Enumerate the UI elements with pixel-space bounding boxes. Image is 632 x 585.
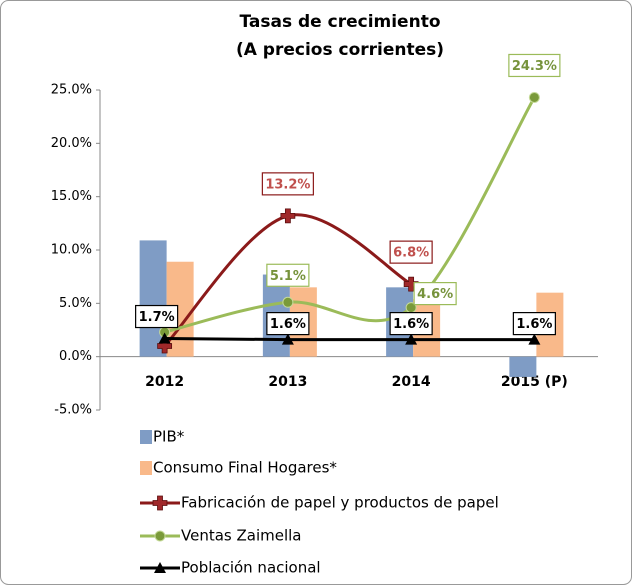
y-tick-label: 0.0% bbox=[59, 349, 92, 364]
x-tick-label: 2015 (P) bbox=[501, 374, 568, 390]
legend-marker bbox=[154, 530, 166, 542]
chart-subtitle: (A precios corrientes) bbox=[236, 40, 444, 60]
data-label-box bbox=[135, 304, 179, 329]
data-label-box bbox=[389, 240, 433, 264]
data-label: 5.1% bbox=[270, 269, 306, 284]
data-label-box bbox=[261, 172, 314, 196]
data-label: 13.2% bbox=[265, 177, 310, 192]
y-tick-label: 20.0% bbox=[51, 136, 92, 151]
data-label-box bbox=[512, 312, 556, 336]
point bbox=[405, 333, 418, 345]
data-label-box bbox=[266, 263, 310, 287]
y-tick-label: 5.0% bbox=[59, 296, 92, 311]
legend-marker bbox=[152, 495, 168, 511]
y-tick-label: 15.0% bbox=[51, 189, 92, 204]
y-tick-label: 25.0% bbox=[51, 83, 92, 98]
chart-title: Tasas de crecimiento bbox=[240, 12, 441, 32]
point bbox=[282, 296, 294, 308]
x-tick-label: 2014 bbox=[392, 374, 431, 390]
data-label-box bbox=[508, 53, 561, 78]
legend-label: PIB* bbox=[153, 428, 185, 446]
legend-label: Fabricación de papel y productos de pape… bbox=[181, 494, 499, 512]
data-label: 1.6% bbox=[516, 317, 552, 332]
data-label: 6.8% bbox=[393, 246, 429, 261]
point bbox=[528, 333, 541, 345]
legend-label: Consumo Final Hogares* bbox=[153, 459, 337, 477]
x-tick-label: 2013 bbox=[268, 374, 307, 390]
point bbox=[280, 208, 296, 224]
y-tick-label: -5.0% bbox=[54, 403, 92, 418]
data-label: 24.3% bbox=[512, 59, 557, 74]
y-tick-label: 10.0% bbox=[51, 243, 92, 258]
data-label-box bbox=[389, 312, 433, 336]
legend-swatch bbox=[140, 461, 152, 475]
data-label: 1.6% bbox=[393, 317, 429, 332]
x-tick-label: 2012 bbox=[145, 374, 184, 390]
point bbox=[281, 333, 294, 345]
series-line bbox=[164, 337, 535, 342]
bar bbox=[509, 356, 537, 377]
legend-marker bbox=[154, 562, 166, 573]
legend-label: Población nacional bbox=[181, 559, 321, 577]
series-line bbox=[164, 96, 536, 334]
data-label: 1.6% bbox=[270, 317, 306, 332]
data-label-box bbox=[266, 312, 310, 336]
legend-label: Ventas Zaimella bbox=[181, 527, 302, 545]
data-label: 4.6% bbox=[417, 287, 453, 302]
data-label: 1.7% bbox=[139, 310, 175, 325]
legend-swatch bbox=[140, 430, 152, 444]
data-label-box bbox=[413, 282, 457, 306]
point bbox=[158, 332, 171, 344]
point bbox=[528, 91, 540, 103]
